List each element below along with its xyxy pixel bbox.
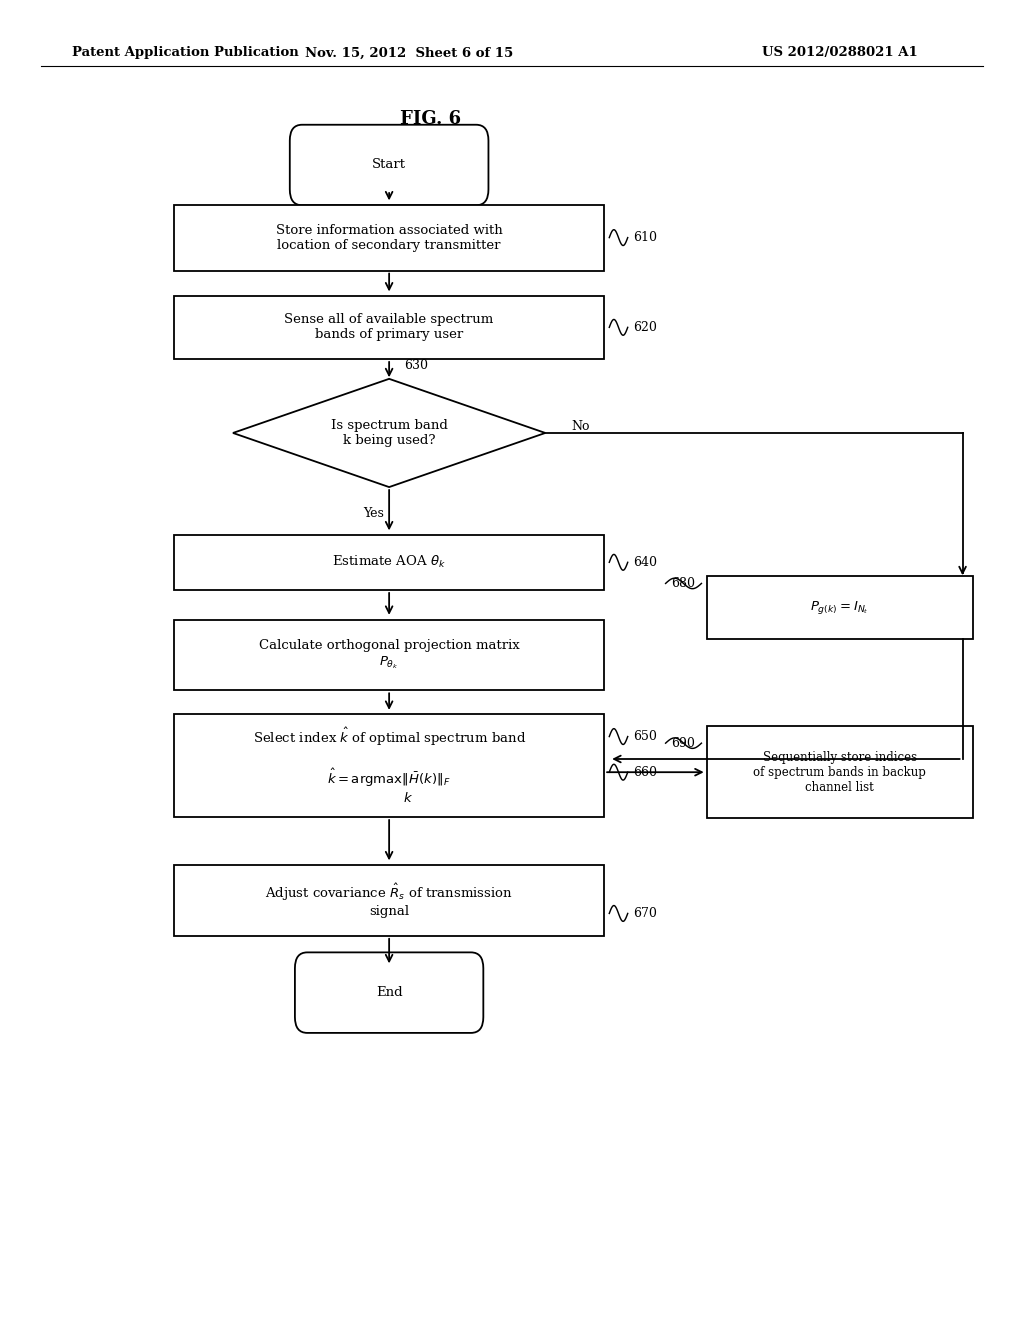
Polygon shape xyxy=(233,379,545,487)
Text: 630: 630 xyxy=(404,359,428,372)
Bar xyxy=(174,205,604,271)
FancyBboxPatch shape xyxy=(295,953,483,1032)
Text: Calculate orthogonal projection matrix
$P_{\theta_k}$: Calculate orthogonal projection matrix $… xyxy=(259,639,519,671)
Text: 680: 680 xyxy=(671,577,694,590)
Text: End: End xyxy=(376,986,402,999)
Text: No: No xyxy=(571,420,590,433)
Text: 610: 610 xyxy=(633,231,656,244)
Text: US 2012/0288021 A1: US 2012/0288021 A1 xyxy=(762,46,918,59)
Text: Adjust covariance $\hat{R}_s$ of transmission
signal: Adjust covariance $\hat{R}_s$ of transmi… xyxy=(265,882,513,919)
Text: Store information associated with
location of secondary transmitter: Store information associated with locati… xyxy=(275,223,503,252)
Text: 670: 670 xyxy=(633,907,656,920)
Text: Patent Application Publication: Patent Application Publication xyxy=(72,46,298,59)
Bar xyxy=(174,296,604,359)
Text: Estimate AOA $\theta_k$: Estimate AOA $\theta_k$ xyxy=(332,554,446,570)
Text: 620: 620 xyxy=(633,321,656,334)
Bar xyxy=(174,620,604,689)
Bar xyxy=(174,865,604,936)
Text: Sequentially store indices
of spectrum bands in backup
channel list: Sequentially store indices of spectrum b… xyxy=(754,751,926,793)
Text: 690: 690 xyxy=(671,737,694,750)
Text: Sense all of available spectrum
bands of primary user: Sense all of available spectrum bands of… xyxy=(285,313,494,342)
Text: FIG. 6: FIG. 6 xyxy=(399,110,461,128)
Bar xyxy=(174,714,604,817)
Text: Yes: Yes xyxy=(364,507,384,520)
Text: Nov. 15, 2012  Sheet 6 of 15: Nov. 15, 2012 Sheet 6 of 15 xyxy=(305,46,514,59)
Text: 640: 640 xyxy=(633,556,656,569)
Bar xyxy=(707,726,973,818)
Text: Is spectrum band
k being used?: Is spectrum band k being used? xyxy=(331,418,447,447)
Text: Select index $\hat{k}$ of optimal spectrum band

$\hat{k} = \mathrm{argmax}\|\ba: Select index $\hat{k}$ of optimal spectr… xyxy=(253,726,525,805)
Bar xyxy=(707,576,973,639)
Text: Start: Start xyxy=(372,158,407,172)
FancyBboxPatch shape xyxy=(290,125,488,205)
Text: $P_{g(k)} = I_{N_t}$: $P_{g(k)} = I_{N_t}$ xyxy=(810,599,869,615)
Bar xyxy=(174,535,604,590)
Text: 650: 650 xyxy=(633,730,656,743)
Text: 660: 660 xyxy=(633,766,656,779)
